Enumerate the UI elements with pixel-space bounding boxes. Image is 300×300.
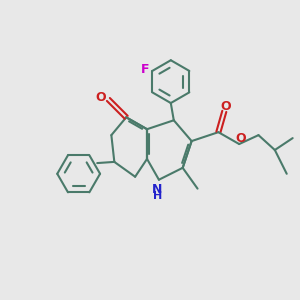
Text: O: O [96, 92, 106, 104]
Text: F: F [141, 63, 149, 76]
Text: N: N [152, 183, 163, 196]
Text: H: H [153, 191, 162, 201]
Text: O: O [235, 132, 246, 145]
Text: O: O [220, 100, 231, 112]
